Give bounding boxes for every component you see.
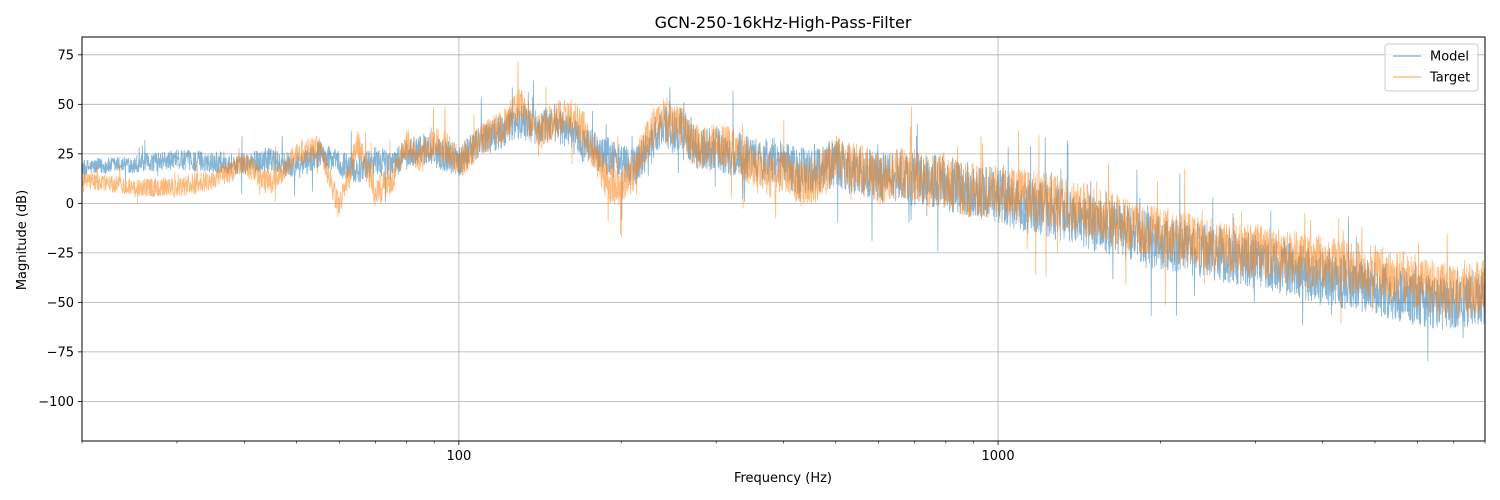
axis-layer: 75 50 25 0 −25 −50 −75 −100 100 1000 — [38, 36, 1486, 464]
legend-label-model: Model — [1430, 50, 1469, 65]
plot-frame — [81, 36, 1486, 442]
y-tick-label: 75 — [57, 48, 74, 63]
x-axis-label: Frequency (Hz) — [734, 471, 832, 486]
x-tick-label: 1000 — [982, 449, 1015, 464]
y-tick-label: −100 — [38, 395, 74, 410]
series-line-target — [81, 61, 1486, 325]
series-layer — [81, 61, 1486, 362]
chart-title: GCN-250-16kHz-High-Pass-Filter — [655, 13, 912, 32]
y-axis-label: Magnitude (dB) — [15, 190, 30, 290]
y-tick-label: 0 — [66, 197, 74, 212]
legend: Model Target — [1384, 43, 1479, 92]
y-tick-label: 25 — [57, 147, 74, 162]
legend-label-target: Target — [1429, 71, 1470, 86]
y-tick-label: −75 — [47, 345, 74, 360]
y-tick-label: −50 — [47, 296, 74, 311]
y-tick-label: 50 — [57, 98, 74, 113]
y-tick-label: −25 — [47, 246, 74, 261]
x-tick-label: 100 — [446, 449, 471, 464]
